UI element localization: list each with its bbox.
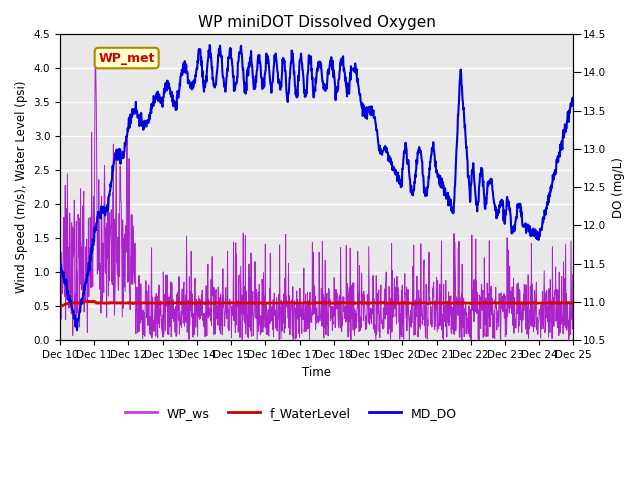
Y-axis label: Wind Speed (m/s), Water Level (psi): Wind Speed (m/s), Water Level (psi) — [15, 81, 28, 293]
Title: WP miniDOT Dissolved Oxygen: WP miniDOT Dissolved Oxygen — [198, 15, 436, 30]
Text: WP_met: WP_met — [99, 51, 155, 64]
Legend: WP_ws, f_WaterLevel, MD_DO: WP_ws, f_WaterLevel, MD_DO — [120, 402, 461, 425]
X-axis label: Time: Time — [302, 366, 331, 379]
Y-axis label: DO (mg/L): DO (mg/L) — [612, 157, 625, 217]
